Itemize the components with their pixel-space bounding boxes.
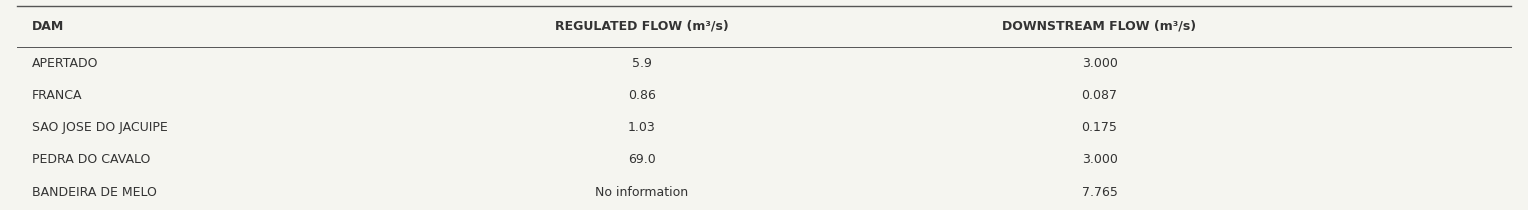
Text: 5.9: 5.9 [633,57,652,70]
Text: 0.86: 0.86 [628,89,656,102]
Text: BANDEIRA DE MELO: BANDEIRA DE MELO [32,185,157,198]
Text: 7.765: 7.765 [1082,185,1117,198]
Text: 0.087: 0.087 [1082,89,1117,102]
Text: DOWNSTREAM FLOW (m³/s): DOWNSTREAM FLOW (m³/s) [1002,20,1196,33]
Text: REGULATED FLOW (m³/s): REGULATED FLOW (m³/s) [555,20,729,33]
Text: 3.000: 3.000 [1082,57,1117,70]
Text: SAO JOSE DO JACUIPE: SAO JOSE DO JACUIPE [32,121,168,134]
Text: 69.0: 69.0 [628,154,656,166]
Text: FRANCA: FRANCA [32,89,83,102]
Text: PEDRA DO CAVALO: PEDRA DO CAVALO [32,154,150,166]
Text: APERTADO: APERTADO [32,57,98,70]
Text: 0.175: 0.175 [1082,121,1117,134]
Text: DAM: DAM [32,20,64,33]
Text: No information: No information [596,185,689,198]
Text: 1.03: 1.03 [628,121,656,134]
Text: 3.000: 3.000 [1082,154,1117,166]
